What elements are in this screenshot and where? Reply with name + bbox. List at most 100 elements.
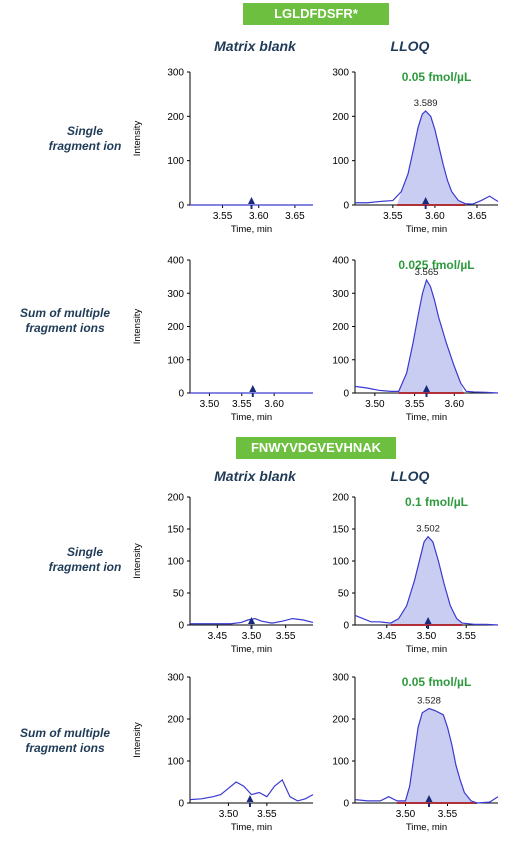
y-tick-label: 300: [332, 673, 349, 684]
y-tick-label: 100: [332, 355, 349, 366]
y-tick-label: 0: [178, 799, 184, 810]
concentration-label: 0.1 fmol/µL: [405, 495, 468, 509]
retention-marker-icon: [424, 617, 432, 624]
y-tick-label: 100: [167, 557, 184, 568]
chromatogram-trace: [189, 778, 314, 802]
x-tick-label: 3.55: [276, 631, 296, 642]
y-tick-label: 300: [167, 289, 184, 300]
y-tick-label: 50: [338, 589, 350, 600]
row-label-line: fragment ions: [25, 321, 105, 335]
y-tick-label: 200: [167, 493, 184, 504]
y-tick-label: 150: [332, 525, 349, 536]
y-tick-label: 400: [332, 256, 349, 267]
x-tick-label: 3.60: [425, 211, 445, 222]
x-tick-label: 3.65: [467, 211, 487, 222]
x-tick-label: 3.50: [365, 399, 385, 410]
x-tick-label: 3.60: [445, 399, 465, 410]
chromatogram-trace: [354, 535, 499, 626]
retention-marker-icon: [246, 795, 254, 802]
x-tick-label: 3.55: [213, 211, 233, 222]
y-tick-label: 400: [167, 256, 184, 267]
x-tick-label: 3.50: [417, 631, 437, 642]
retention-marker-icon: [425, 795, 433, 802]
peptide1-col-lloq: LLOQ: [390, 38, 430, 54]
x-tick-label: 3.65: [285, 211, 305, 222]
x-tick-label: 3.55: [405, 399, 425, 410]
y-tick-label: 100: [332, 156, 349, 167]
peak-retention-label: 3.502: [416, 524, 440, 535]
y-tick-label: 200: [167, 112, 184, 123]
chart-p1-blank-sum: 0 100 200 300 400 3.50 3.55 3.60 Time, min Intens…: [132, 256, 313, 423]
y-tick-label: 100: [167, 757, 184, 768]
y-tick-label: 0: [178, 621, 184, 632]
x-tick-label: 3.55: [383, 211, 403, 222]
concentration-label: 0.05 fmol/µL: [402, 675, 472, 689]
peptide1-banner: LGLDFDSFR*: [243, 3, 389, 25]
peptide2-col-lloq: LLOQ: [390, 468, 430, 484]
peptide1-row2-label: Sum of multiple fragment ions: [0, 306, 130, 336]
peak-area: [397, 111, 466, 205]
concentration-label: 0.025 fmol/µL: [398, 258, 474, 272]
row-label-line: Sum of multiple: [20, 306, 110, 320]
peak-retention-label: 3.565: [415, 267, 439, 278]
row-label-line: fragment ions: [25, 741, 105, 755]
peak-retention-label: 3.589: [414, 98, 438, 109]
x-tick-label: 3.45: [377, 631, 397, 642]
row-label-line: Single: [66, 124, 103, 138]
y-axis-label: Intensity: [132, 543, 143, 579]
x-tick-label: 3.60: [249, 211, 269, 222]
y-tick-label: 300: [167, 68, 184, 79]
x-tick-label: 3.45: [208, 631, 228, 642]
chromatogram-trace: [354, 707, 499, 804]
y-tick-label: 100: [167, 355, 184, 366]
x-axis-label: Time, min: [406, 412, 447, 423]
x-tick-label: 3.55: [456, 631, 476, 642]
peptide2-banner: FNWYVDGVEVHNAK: [236, 437, 396, 459]
x-tick-label: 3.50: [242, 631, 262, 642]
y-tick-label: 300: [332, 289, 349, 300]
peptide2-row1-label: Single fragment ion: [20, 545, 150, 575]
retention-marker-icon: [248, 197, 255, 204]
x-axis-label: Time, min: [406, 224, 447, 235]
y-tick-label: 300: [332, 68, 349, 79]
retention-marker-icon: [249, 385, 257, 392]
chromatogram-trace: [355, 110, 499, 205]
y-tick-label: 200: [167, 715, 184, 726]
y-tick-label: 100: [167, 156, 184, 167]
y-tick-label: 200: [332, 715, 349, 726]
peptide2-row2-label: Sum of multiple fragment ions: [0, 726, 130, 756]
chromatogram-trace: [354, 278, 499, 394]
x-axis-label: Time, min: [231, 822, 272, 833]
y-tick-label: 200: [332, 112, 349, 123]
retention-marker-icon: [423, 385, 430, 392]
x-axis-label: Time, min: [406, 644, 447, 655]
y-tick-label: 200: [167, 322, 184, 333]
peptide1-row1-label: Single fragment ion: [20, 124, 150, 154]
x-axis-label: Time, min: [231, 644, 272, 655]
x-tick-label: 3.60: [264, 399, 284, 410]
y-axis-label: Intensity: [132, 309, 143, 345]
y-axis-label: Intensity: [132, 722, 143, 758]
y-tick-label: 0: [178, 389, 184, 400]
x-axis-label: Time, min: [406, 822, 447, 833]
y-tick-label: 0: [178, 201, 184, 212]
y-tick-label: 0: [343, 621, 349, 632]
retention-marker-icon: [422, 197, 430, 204]
y-tick-label: 300: [167, 673, 184, 684]
chart-p1-blank-single: 0 100 200 300 3.55 3.60 3.65 Time, min Intensity: [132, 68, 313, 235]
y-tick-label: 0: [343, 201, 349, 212]
x-axis-label: Time, min: [231, 224, 272, 235]
row-label-line: fragment ion: [48, 560, 122, 574]
x-tick-label: 3.55: [438, 809, 458, 820]
y-tick-label: 200: [332, 322, 349, 333]
x-tick-label: 3.55: [232, 399, 252, 410]
row-label-line: fragment ion: [48, 139, 122, 153]
y-tick-label: 100: [332, 557, 349, 568]
peak-area: [398, 279, 464, 393]
peptide1-col-blank: Matrix blank: [214, 38, 296, 54]
chromatogram-trace: [190, 617, 314, 625]
y-tick-label: 50: [173, 589, 185, 600]
